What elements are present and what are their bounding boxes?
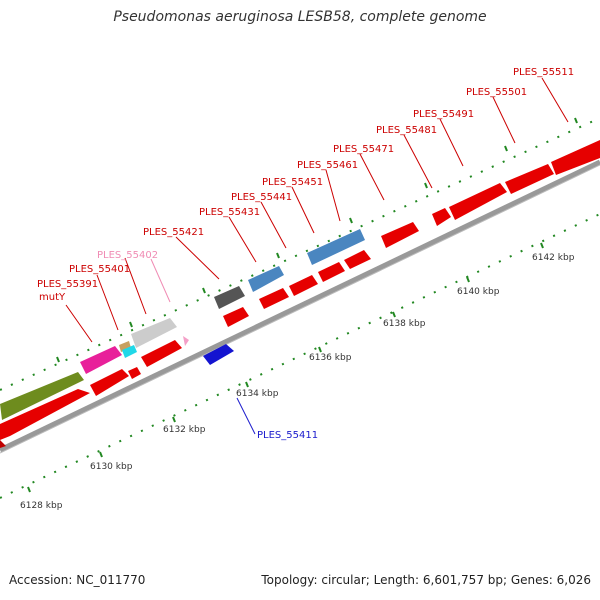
gene-block[interactable] xyxy=(259,288,289,309)
gene-magenta[interactable] xyxy=(80,346,122,374)
gene-label-55511[interactable]: PLES_55511 xyxy=(513,67,574,78)
gene-label-55421[interactable]: PLES_55421 xyxy=(143,227,204,238)
outer-tick-track xyxy=(0,117,600,391)
gene-label-55471[interactable]: PLES_55471 xyxy=(333,144,394,155)
genome-backbone-shadow xyxy=(0,164,600,454)
tick-label: 6128 kbp xyxy=(20,501,63,511)
gene-blue[interactable] xyxy=(203,344,234,365)
gene-label-mutY[interactable]: mutY xyxy=(39,292,66,303)
gene-block[interactable] xyxy=(289,275,318,296)
gene-steelblue[interactable] xyxy=(248,266,284,292)
genome-backbone xyxy=(0,159,600,453)
tick-label: 6138 kbp xyxy=(383,319,426,329)
tick-label: 6130 kbp xyxy=(90,462,133,472)
gene-pink[interactable] xyxy=(183,336,189,346)
gene-block[interactable] xyxy=(551,140,600,175)
gene-block[interactable] xyxy=(90,369,129,396)
gene-darkgray[interactable] xyxy=(214,286,245,309)
tick-label: 6132 kbp xyxy=(163,425,206,435)
gene-lightgray[interactable] xyxy=(131,318,177,348)
gene-olive[interactable] xyxy=(0,372,84,420)
gene-block[interactable] xyxy=(0,432,6,448)
gene-block[interactable] xyxy=(381,222,419,248)
gene-label-55402[interactable]: PLES_55402 xyxy=(97,250,158,261)
leader-lines xyxy=(65,77,569,435)
gene-block[interactable] xyxy=(141,340,182,367)
gene-block[interactable] xyxy=(432,208,451,226)
gene-block[interactable] xyxy=(449,183,507,220)
gene-label-55481[interactable]: PLES_55481 xyxy=(376,125,437,136)
gene-block[interactable] xyxy=(318,262,345,282)
genes-strand-1 xyxy=(0,250,371,448)
gene-label-55491[interactable]: PLES_55491 xyxy=(413,109,474,120)
gene-label-55461[interactable]: PLES_55461 xyxy=(297,160,358,171)
gene-block[interactable] xyxy=(505,164,554,194)
gene-steelblue[interactable] xyxy=(307,229,365,265)
tick-label: 6142 kbp xyxy=(532,253,575,263)
accession-text: Accession: NC_011770 xyxy=(9,573,146,587)
tick-labels: 6128 kbp 6130 kbp 6132 kbp 6134 kbp 6136… xyxy=(20,253,575,511)
gene-label-55431[interactable]: PLES_55431 xyxy=(199,207,260,218)
gene-block[interactable] xyxy=(128,367,141,379)
gene-tan[interactable] xyxy=(119,341,131,352)
gene-label-55441[interactable]: PLES_55441 xyxy=(231,192,292,203)
tick-label: 6134 kbp xyxy=(236,389,279,399)
tick-label: 6140 kbp xyxy=(457,287,500,297)
gene-labels: PLES_55391 mutY PLES_55401 PLES_55402 PL… xyxy=(37,67,574,441)
gene-label-55391[interactable]: PLES_55391 xyxy=(37,279,98,290)
major-ticks xyxy=(27,117,578,493)
gene-label-55411[interactable]: PLES_55411 xyxy=(257,430,318,441)
genome-title: Pseudomonas aeruginosa LESB58, complete … xyxy=(113,9,487,25)
tick-label: 6136 kbp xyxy=(309,353,352,363)
gene-label-55501[interactable]: PLES_55501 xyxy=(466,87,527,98)
gene-label-55451[interactable]: PLES_55451 xyxy=(262,177,323,188)
gene-label-55401[interactable]: PLES_55401 xyxy=(69,264,130,275)
gene-cyan[interactable] xyxy=(122,345,137,358)
gene-block[interactable] xyxy=(0,389,90,440)
inner-tick-track xyxy=(0,213,600,499)
gene-block[interactable] xyxy=(223,307,249,327)
genome-summary: Topology: circular; Length: 6,601,757 bp… xyxy=(261,573,591,587)
gene-block[interactable] xyxy=(344,250,371,269)
genes-strand-2 xyxy=(0,140,600,420)
